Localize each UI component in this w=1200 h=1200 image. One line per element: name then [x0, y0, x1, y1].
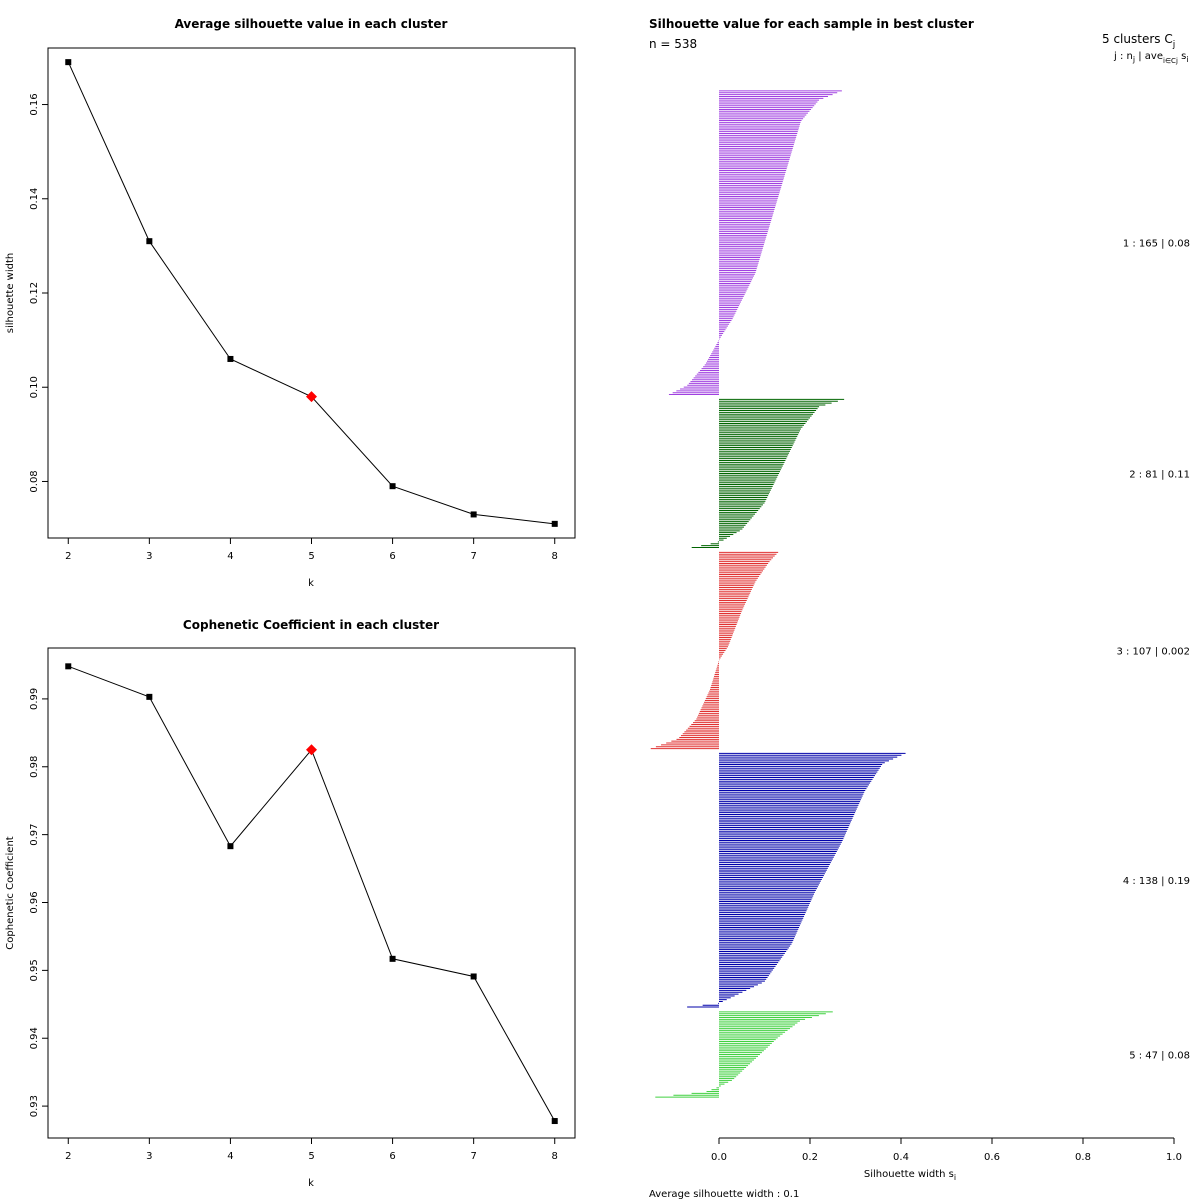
x-tick-label: 4 [227, 551, 233, 562]
y-tick-label: 0.99 [29, 688, 40, 710]
plot-frame [47, 647, 576, 1139]
y-tick-label: 0.96 [29, 891, 40, 913]
y-axis: 0.93 0.94 0.95 0.96 0.97 0.98 0.99 [29, 688, 48, 1117]
data-point [227, 843, 234, 850]
chart-title: Cophenetic Coefficient in each cluster [183, 618, 439, 632]
x-axis-label: Silhouette width si [864, 1169, 956, 1182]
cluster-label: 5 : 47 | 0.08 [1129, 1050, 1190, 1061]
chart-title: Average silhouette value in each cluster [175, 17, 448, 31]
x-tick-label: 5 [308, 551, 314, 562]
x-tick-label: 0.4 [893, 1152, 909, 1163]
x-tick-label: 5 [308, 1151, 314, 1162]
x-tick-label: 3 [146, 551, 152, 562]
x-tick-label: 4 [227, 1151, 233, 1162]
y-tick-label: 0.94 [29, 1027, 40, 1049]
cophenetic-chart: Cophenetic Coefficient in each cluster 0… [5, 618, 576, 1189]
y-axis-label: Cophenetic Coefficient [5, 836, 16, 949]
series-line [68, 665, 556, 1122]
y-tick-label: 0.14 [29, 188, 40, 210]
cluster-label: 2 : 81 | 0.11 [1129, 469, 1190, 480]
series-points [65, 59, 558, 527]
avg-silhouette-chart: Average silhouette value in each cluster… [5, 17, 576, 589]
y-tick-label: 0.12 [29, 282, 40, 304]
y-tick-label: 0.95 [29, 959, 40, 981]
x-tick-label: 8 [552, 1151, 558, 1162]
series-line [67, 61, 555, 525]
cluster-label: 3 : 107 | 0.002 [1116, 646, 1190, 657]
x-tick-label: 2 [65, 551, 71, 562]
x-tick-label: 0.8 [1075, 1152, 1091, 1163]
y-tick-label: 0.08 [29, 470, 40, 492]
average-silhouette-width: Average silhouette width : 0.1 [649, 1189, 799, 1200]
y-tick-label: 0.97 [29, 824, 40, 846]
legend-title: 5 clusters Cj [1102, 32, 1175, 50]
x-tick-label: 2 [65, 1151, 71, 1162]
series-points [65, 663, 558, 1125]
data-point [146, 238, 153, 245]
x-axis: 0.0 0.2 0.4 0.6 0.8 1.0 [711, 1138, 1182, 1163]
legend-header: j : nj | avei∈Cj si [1113, 51, 1189, 65]
silhouette-plot: Silhouette value for each sample in best… [649, 17, 1190, 1200]
data-point [551, 520, 558, 527]
x-tick-label: 0.0 [711, 1152, 727, 1163]
x-tick-label: 0.6 [984, 1152, 1000, 1163]
series-polyline [68, 665, 556, 1122]
data-point [470, 511, 477, 518]
y-tick-label: 0.93 [29, 1095, 40, 1117]
data-point [389, 483, 396, 490]
cluster-5-bars [655, 1011, 833, 1098]
cluster-3-bars [650, 551, 779, 750]
x-tick-label: 1.0 [1166, 1152, 1182, 1163]
cluster-1-bars [668, 90, 842, 396]
highlight-point [306, 391, 317, 403]
y-tick-label: 0.16 [29, 93, 40, 115]
x-axis-label: k [308, 578, 314, 589]
highlight-point [306, 744, 317, 756]
x-axis-label: k [308, 1178, 314, 1189]
x-tick-label: 7 [470, 551, 476, 562]
data-point [470, 973, 477, 980]
x-axis: 2 3 4 5 6 7 8 [65, 538, 558, 562]
x-tick-label: 3 [146, 1151, 152, 1162]
data-point [227, 355, 234, 362]
sample-count: n = 538 [649, 37, 697, 51]
series-polyline [67, 61, 555, 525]
data-point [146, 693, 153, 700]
x-tick-label: 8 [552, 551, 558, 562]
x-tick-label: 0.2 [802, 1152, 818, 1163]
y-tick-label: 0.98 [29, 756, 40, 778]
x-tick-label: 6 [389, 1151, 395, 1162]
y-axis: 0.08 0.10 0.12 0.14 0.16 [29, 93, 48, 493]
chart-title: Silhouette value for each sample in best… [649, 17, 974, 31]
cluster-labels: 1 : 165 | 0.08 2 : 81 | 0.11 3 : 107 | 0.0… [1116, 239, 1190, 1062]
x-tick-label: 6 [389, 551, 395, 562]
x-axis: 2 3 4 5 6 7 8 [65, 1138, 558, 1162]
data-point [389, 955, 396, 962]
x-tick-label: 7 [470, 1151, 476, 1162]
y-tick-label: 0.10 [29, 376, 40, 398]
data-point [65, 663, 72, 670]
y-axis-label: silhouette width [5, 253, 16, 333]
cluster-label: 1 : 165 | 0.08 [1123, 239, 1190, 250]
cluster-2-bars [691, 398, 845, 548]
cluster-label: 4 : 138 | 0.19 [1123, 876, 1190, 887]
silhouette-bars [650, 90, 906, 1098]
cluster-4-bars [687, 752, 906, 1008]
data-point [551, 1118, 558, 1125]
data-point [65, 59, 72, 66]
plot-frame [47, 47, 576, 539]
